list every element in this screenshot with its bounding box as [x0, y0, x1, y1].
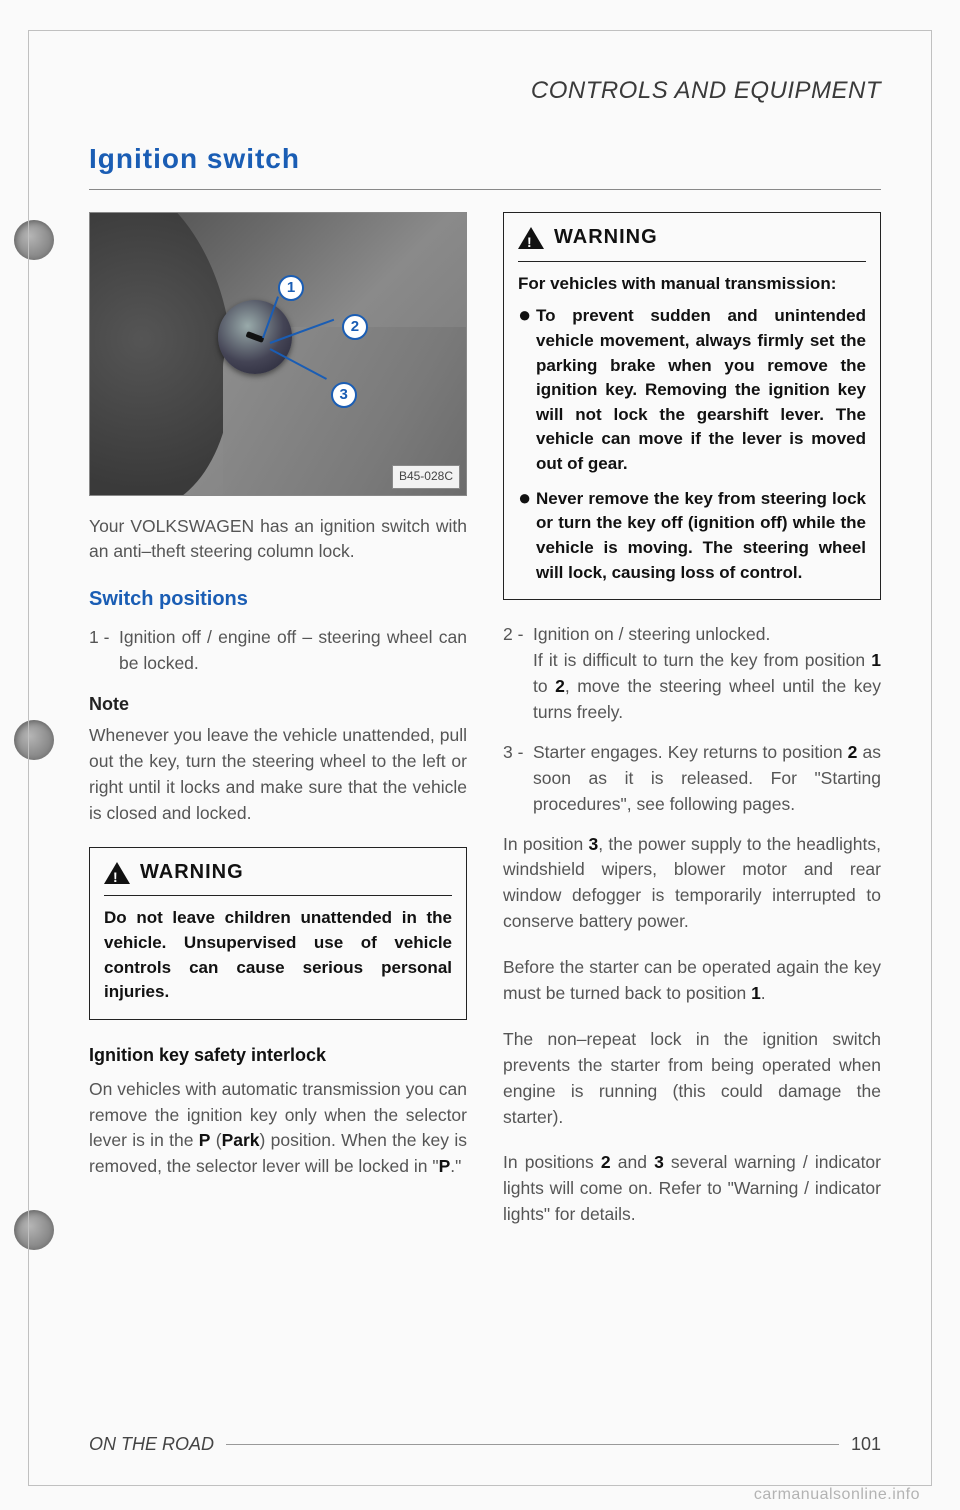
two-column-layout: 1 2 3 B45-028C Your VOLKSWAGEN has an ig…	[89, 212, 881, 1404]
warning-title: WARNING	[554, 223, 658, 253]
list-number: 2 -	[503, 622, 533, 726]
section-header: CONTROLS AND EQUIPMENT	[89, 77, 881, 105]
text: , move the steering wheel until the key …	[533, 676, 881, 722]
paragraph: The non–repeat lock in the ignition swit…	[503, 1027, 881, 1131]
interlock-heading: Ignition key safety interlock	[89, 1042, 467, 1069]
title-rule	[89, 189, 881, 190]
intro-text: Your VOLKSWAGEN has an ignition switch w…	[89, 514, 467, 566]
footer: ON THE ROAD 101	[89, 1434, 881, 1455]
bold: 2	[555, 676, 565, 696]
list-text: Ignition on / steering unlocked. If it i…	[533, 622, 881, 726]
text: .	[761, 983, 766, 1003]
text: If it is difficult to turn the key from …	[533, 650, 871, 670]
warning-icon	[518, 227, 544, 249]
text: ."	[450, 1156, 461, 1176]
text: In positions	[503, 1152, 601, 1172]
bold: P	[439, 1156, 451, 1176]
right-column: WARNING For vehicles with manual transmi…	[503, 212, 881, 1404]
footer-section-label: ON THE ROAD	[89, 1434, 214, 1455]
warning-bullet: ● To prevent sudden and unintended vehic…	[518, 304, 866, 476]
bold: P	[199, 1130, 211, 1150]
watermark: carmanualsonline.info	[754, 1486, 920, 1504]
warning-box-children: WARNING Do not leave children unattended…	[89, 847, 467, 1020]
bold: Park	[222, 1130, 260, 1150]
bold: 3	[654, 1152, 664, 1172]
page-number: 101	[851, 1434, 881, 1455]
callout-3: 3	[331, 382, 357, 408]
page: CONTROLS AND EQUIPMENT Ignition switch 1…	[0, 0, 960, 1510]
bold: 2	[601, 1152, 611, 1172]
text: Before the starter can be operated again…	[503, 957, 881, 1003]
position-2-item: 2 - Ignition on / steering unlocked. If …	[503, 622, 881, 726]
paragraph: Before the starter can be operated again…	[503, 955, 881, 1007]
bullet-icon: ●	[518, 304, 536, 476]
page-title: Ignition switch	[89, 143, 881, 175]
list-number: 3 -	[503, 740, 533, 818]
list-text: Ignition off / engine off – steering whe…	[119, 625, 467, 677]
note-text: Whenever you leave the vehicle unattende…	[89, 723, 467, 827]
bold: 1	[751, 983, 761, 1003]
text: Ignition on / steering unlocked.	[533, 624, 770, 644]
paragraph: In positions 2 and 3 several warning / i…	[503, 1150, 881, 1228]
position-3-item: 3 - Starter engages. Key returns to posi…	[503, 740, 881, 818]
warning-header: WARNING	[518, 223, 866, 262]
page-content: CONTROLS AND EQUIPMENT Ignition switch 1…	[28, 30, 932, 1486]
warning-box-manual-transmission: WARNING For vehicles with manual transmi…	[503, 212, 881, 600]
warning-body: For vehicles with manual transmission: ●…	[518, 272, 866, 586]
bullet-icon: ●	[518, 487, 536, 586]
warning-subheading: For vehicles with manual transmission:	[518, 272, 866, 297]
figure-label: B45-028C	[392, 465, 460, 489]
warning-icon	[104, 862, 130, 884]
callout-1: 1	[278, 275, 304, 301]
note-heading: Note	[89, 691, 467, 718]
text: and	[611, 1152, 654, 1172]
footer-rule	[226, 1444, 839, 1445]
switch-positions-heading: Switch positions	[89, 585, 467, 615]
bold: 3	[589, 834, 599, 854]
warning-title: WARNING	[140, 858, 244, 888]
bullet-text: Never remove the key from steering lock …	[536, 487, 866, 586]
text: Starter engages. Key returns to position	[533, 742, 848, 762]
warning-body: Do not leave children unattended in the …	[104, 906, 452, 1005]
text: to	[533, 676, 555, 696]
position-1-item: 1 - Ignition off / engine off – steering…	[89, 625, 467, 677]
interlock-text: On vehicles with automatic transmission …	[89, 1077, 467, 1181]
warning-header: WARNING	[104, 858, 452, 897]
warning-bullet: ● Never remove the key from steering loc…	[518, 487, 866, 586]
bold: 1	[871, 650, 881, 670]
paragraph: In position 3, the power supply to the h…	[503, 832, 881, 936]
bullet-text: To prevent sudden and unintended vehicle…	[536, 304, 866, 476]
text: (	[210, 1130, 221, 1150]
bold: 2	[848, 742, 858, 762]
left-column: 1 2 3 B45-028C Your VOLKSWAGEN has an ig…	[89, 212, 467, 1404]
text: In position	[503, 834, 589, 854]
list-text: Starter engages. Key returns to position…	[533, 740, 881, 818]
list-number: 1 -	[89, 625, 119, 677]
ignition-figure: 1 2 3 B45-028C	[89, 212, 467, 496]
